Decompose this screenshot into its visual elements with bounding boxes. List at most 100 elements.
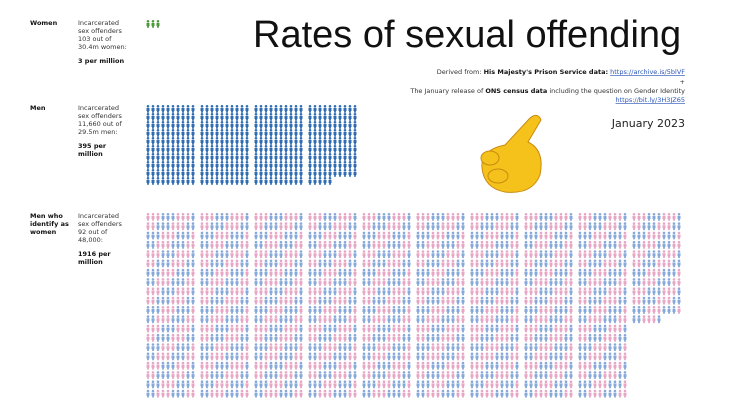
person-icon bbox=[264, 152, 268, 161]
person-icon bbox=[436, 296, 440, 305]
person-icon bbox=[235, 105, 239, 113]
person-icon bbox=[225, 231, 229, 240]
person-icon bbox=[240, 306, 244, 314]
person-icon bbox=[313, 296, 317, 305]
person-icon bbox=[235, 268, 239, 277]
person-icon bbox=[264, 129, 268, 137]
person-icon bbox=[205, 213, 209, 221]
person-icon bbox=[166, 352, 170, 361]
person-icon bbox=[608, 250, 612, 258]
person-icon bbox=[569, 287, 573, 296]
person-icon bbox=[387, 259, 391, 268]
person-icon bbox=[657, 278, 661, 286]
person-icon bbox=[485, 231, 489, 240]
person-icon bbox=[171, 152, 175, 161]
person-icon bbox=[328, 380, 332, 389]
person-icon bbox=[569, 296, 573, 305]
person-icon bbox=[264, 380, 268, 389]
person-icon bbox=[191, 169, 195, 177]
person-icon bbox=[618, 250, 622, 258]
person-icon bbox=[397, 278, 401, 286]
person-icon bbox=[191, 352, 195, 361]
person-icon bbox=[240, 213, 244, 221]
person-icon bbox=[583, 259, 587, 268]
person-icon bbox=[215, 213, 219, 221]
person-icon bbox=[220, 222, 224, 231]
person-icon bbox=[544, 343, 548, 351]
person-icon bbox=[613, 361, 617, 370]
person-icon bbox=[593, 315, 597, 324]
person-icon bbox=[436, 343, 440, 351]
person-icon bbox=[456, 222, 460, 231]
person-icon bbox=[544, 296, 548, 305]
person-icon bbox=[461, 213, 465, 221]
person-icon bbox=[431, 259, 435, 268]
person-icon bbox=[569, 231, 573, 240]
person-icon bbox=[220, 278, 224, 286]
person-icon bbox=[146, 250, 150, 258]
person-icon bbox=[186, 296, 190, 305]
person-icon bbox=[259, 306, 263, 314]
person-icon bbox=[215, 352, 219, 361]
person-icon bbox=[333, 259, 337, 268]
person-icon bbox=[544, 222, 548, 231]
person-icon bbox=[215, 105, 219, 113]
person-icon bbox=[623, 333, 627, 342]
person-icon bbox=[544, 389, 548, 398]
person-icon bbox=[308, 169, 312, 177]
person-icon bbox=[367, 343, 371, 351]
person-icon bbox=[569, 371, 573, 379]
person-icon bbox=[578, 380, 582, 389]
person-icon bbox=[377, 268, 381, 277]
person-icon bbox=[421, 324, 425, 333]
person-icon bbox=[156, 287, 160, 296]
person-icon bbox=[470, 278, 474, 286]
person-icon bbox=[564, 222, 568, 231]
person-icon bbox=[348, 121, 352, 129]
person-icon bbox=[210, 389, 214, 398]
person-icon bbox=[146, 222, 150, 231]
person-icon bbox=[500, 361, 504, 370]
person-icon bbox=[353, 278, 357, 286]
person-icon bbox=[348, 343, 352, 351]
person-icon bbox=[269, 121, 273, 129]
person-icon bbox=[254, 177, 258, 185]
person-icon bbox=[333, 352, 337, 361]
person-icon bbox=[338, 213, 342, 221]
person-icon bbox=[559, 306, 563, 314]
person-icon bbox=[588, 296, 592, 305]
person-icon bbox=[338, 352, 342, 361]
person-icon bbox=[461, 389, 465, 398]
person-icon bbox=[362, 371, 366, 379]
source-link[interactable]: https://archive.is/5blVF bbox=[610, 68, 685, 76]
person-icon bbox=[308, 278, 312, 286]
person-icon bbox=[245, 213, 249, 221]
person-icon bbox=[382, 250, 386, 258]
person-icon bbox=[269, 296, 273, 305]
person-icon bbox=[274, 371, 278, 379]
person-icon bbox=[328, 121, 332, 129]
person-icon bbox=[323, 240, 327, 249]
person-icon bbox=[480, 296, 484, 305]
person-icon bbox=[426, 324, 430, 333]
person-icon bbox=[529, 324, 533, 333]
person-icon bbox=[490, 371, 494, 379]
person-icon bbox=[598, 240, 602, 249]
person-icon bbox=[186, 250, 190, 258]
source-link[interactable]: https://bit.ly/3H3JZ65 bbox=[616, 96, 686, 104]
person-icon bbox=[191, 105, 195, 113]
person-icon bbox=[333, 169, 337, 177]
person-icon bbox=[338, 113, 342, 121]
person-icon bbox=[318, 361, 322, 370]
person-icon bbox=[264, 145, 268, 153]
person-icon bbox=[657, 231, 661, 240]
person-icon bbox=[225, 145, 229, 153]
person-icon bbox=[151, 213, 155, 221]
person-icon bbox=[583, 389, 587, 398]
rate-label: million bbox=[78, 150, 103, 158]
person-icon bbox=[294, 278, 298, 286]
person-icon bbox=[637, 250, 641, 258]
person-icon bbox=[200, 287, 204, 296]
person-icon bbox=[618, 222, 622, 231]
